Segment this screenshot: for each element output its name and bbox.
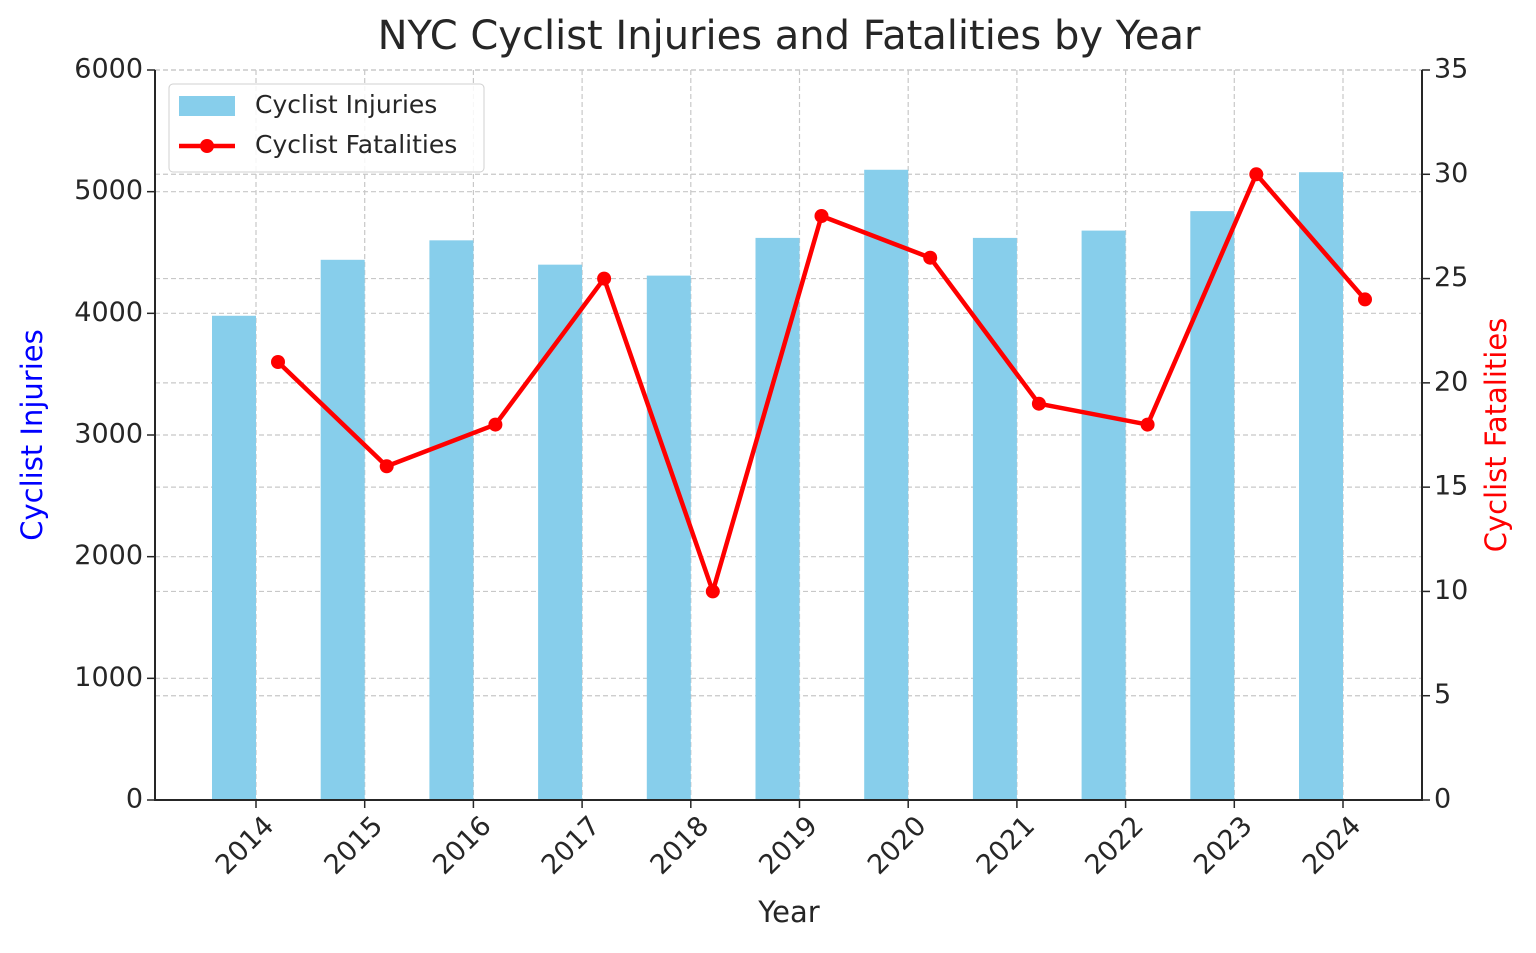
y-tick-label: 1000 [74, 662, 143, 693]
y2-tick-label: 10 [1434, 575, 1468, 606]
x-tick-label: 2023 [1188, 810, 1259, 881]
legend-label: Cyclist Fatalities [255, 130, 457, 159]
chart-title: NYC Cyclist Injuries and Fatalities by Y… [378, 13, 1201, 59]
bar [429, 240, 474, 801]
bar [320, 259, 365, 800]
bar [646, 275, 691, 800]
y-tick-label: 2000 [74, 540, 143, 571]
y-tick-label: 3000 [74, 419, 143, 450]
x-tick-label: 2020 [862, 810, 933, 881]
bar [538, 264, 583, 801]
y2-tick-label: 0 [1434, 784, 1451, 815]
bar [212, 315, 256, 800]
bar [1081, 230, 1126, 801]
x-tick-label: 2016 [427, 810, 498, 881]
marker [1031, 396, 1046, 411]
marker [923, 250, 938, 265]
marker [814, 209, 829, 223]
x-tick-label: 2014 [210, 810, 281, 881]
y2-tick-label: 20 [1434, 366, 1468, 397]
x-tick-label: 2021 [971, 810, 1042, 881]
y-tick-label: 4000 [74, 297, 143, 328]
x-tick-label: 2019 [753, 810, 824, 881]
x-tick-label: 2015 [318, 810, 389, 881]
marker [1249, 167, 1264, 182]
marker [488, 417, 503, 432]
marker [271, 355, 285, 369]
bar [1190, 211, 1235, 801]
y2-tick-label: 25 [1434, 262, 1468, 293]
marker [1358, 292, 1372, 307]
marker [379, 459, 394, 474]
marker [597, 271, 612, 286]
y-axis-label: Cyclist Injuries [15, 329, 49, 540]
bar [755, 237, 800, 800]
marker [705, 584, 720, 599]
axis-frame [154, 70, 1423, 801]
x-tick-label: 2022 [1079, 810, 1150, 881]
y2-tick-label: 30 [1434, 158, 1468, 189]
legend-swatch [179, 96, 235, 116]
y2-tick-label: 5 [1434, 679, 1451, 710]
legend-swatch [200, 139, 214, 153]
x-tick-label: 2018 [645, 810, 716, 881]
bar [864, 169, 909, 800]
y2-tick-label: 15 [1434, 471, 1468, 502]
legend-box [168, 83, 485, 173]
bar [1299, 172, 1343, 800]
y2-axis-label: Cyclist Fatalities [1479, 318, 1513, 553]
marker [1140, 417, 1155, 432]
y-tick-label: 0 [126, 784, 143, 815]
y2-tick-label: 35 [1434, 54, 1468, 85]
legend-label: Cyclist Injuries [255, 90, 437, 119]
x-tick-label: 2024 [1297, 810, 1368, 881]
bar [972, 237, 1017, 800]
x-tick-label: 2017 [536, 810, 607, 881]
y-tick-label: 6000 [74, 54, 143, 85]
x-axis-label: Year [757, 895, 819, 929]
y-tick-label: 5000 [74, 175, 143, 206]
